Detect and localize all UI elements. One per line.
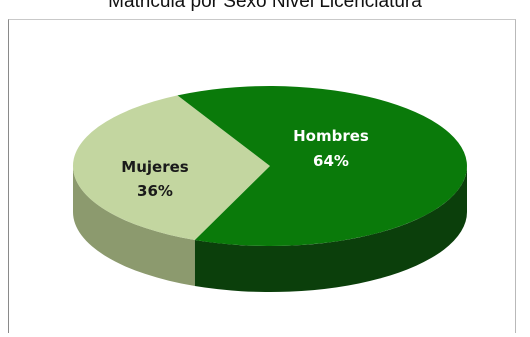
label-mujeres-name: Mujeres [121,158,188,176]
pie-slice-hombres [177,86,467,247]
pie-slice-mujeres [72,95,270,241]
label-mujeres-value: 36% [137,182,173,200]
label-hombres-value: 64% [313,152,349,170]
pie-tops [72,86,467,247]
pie-side-mujeres [72,166,195,286]
pie-sides [72,166,468,293]
pie-side-hombres [194,166,468,293]
label-hombres-name: Hombres [293,127,369,145]
chart-frame [8,19,516,333]
chart-title: Matricula por Sexo Nivel Licenciatura [108,0,422,12]
